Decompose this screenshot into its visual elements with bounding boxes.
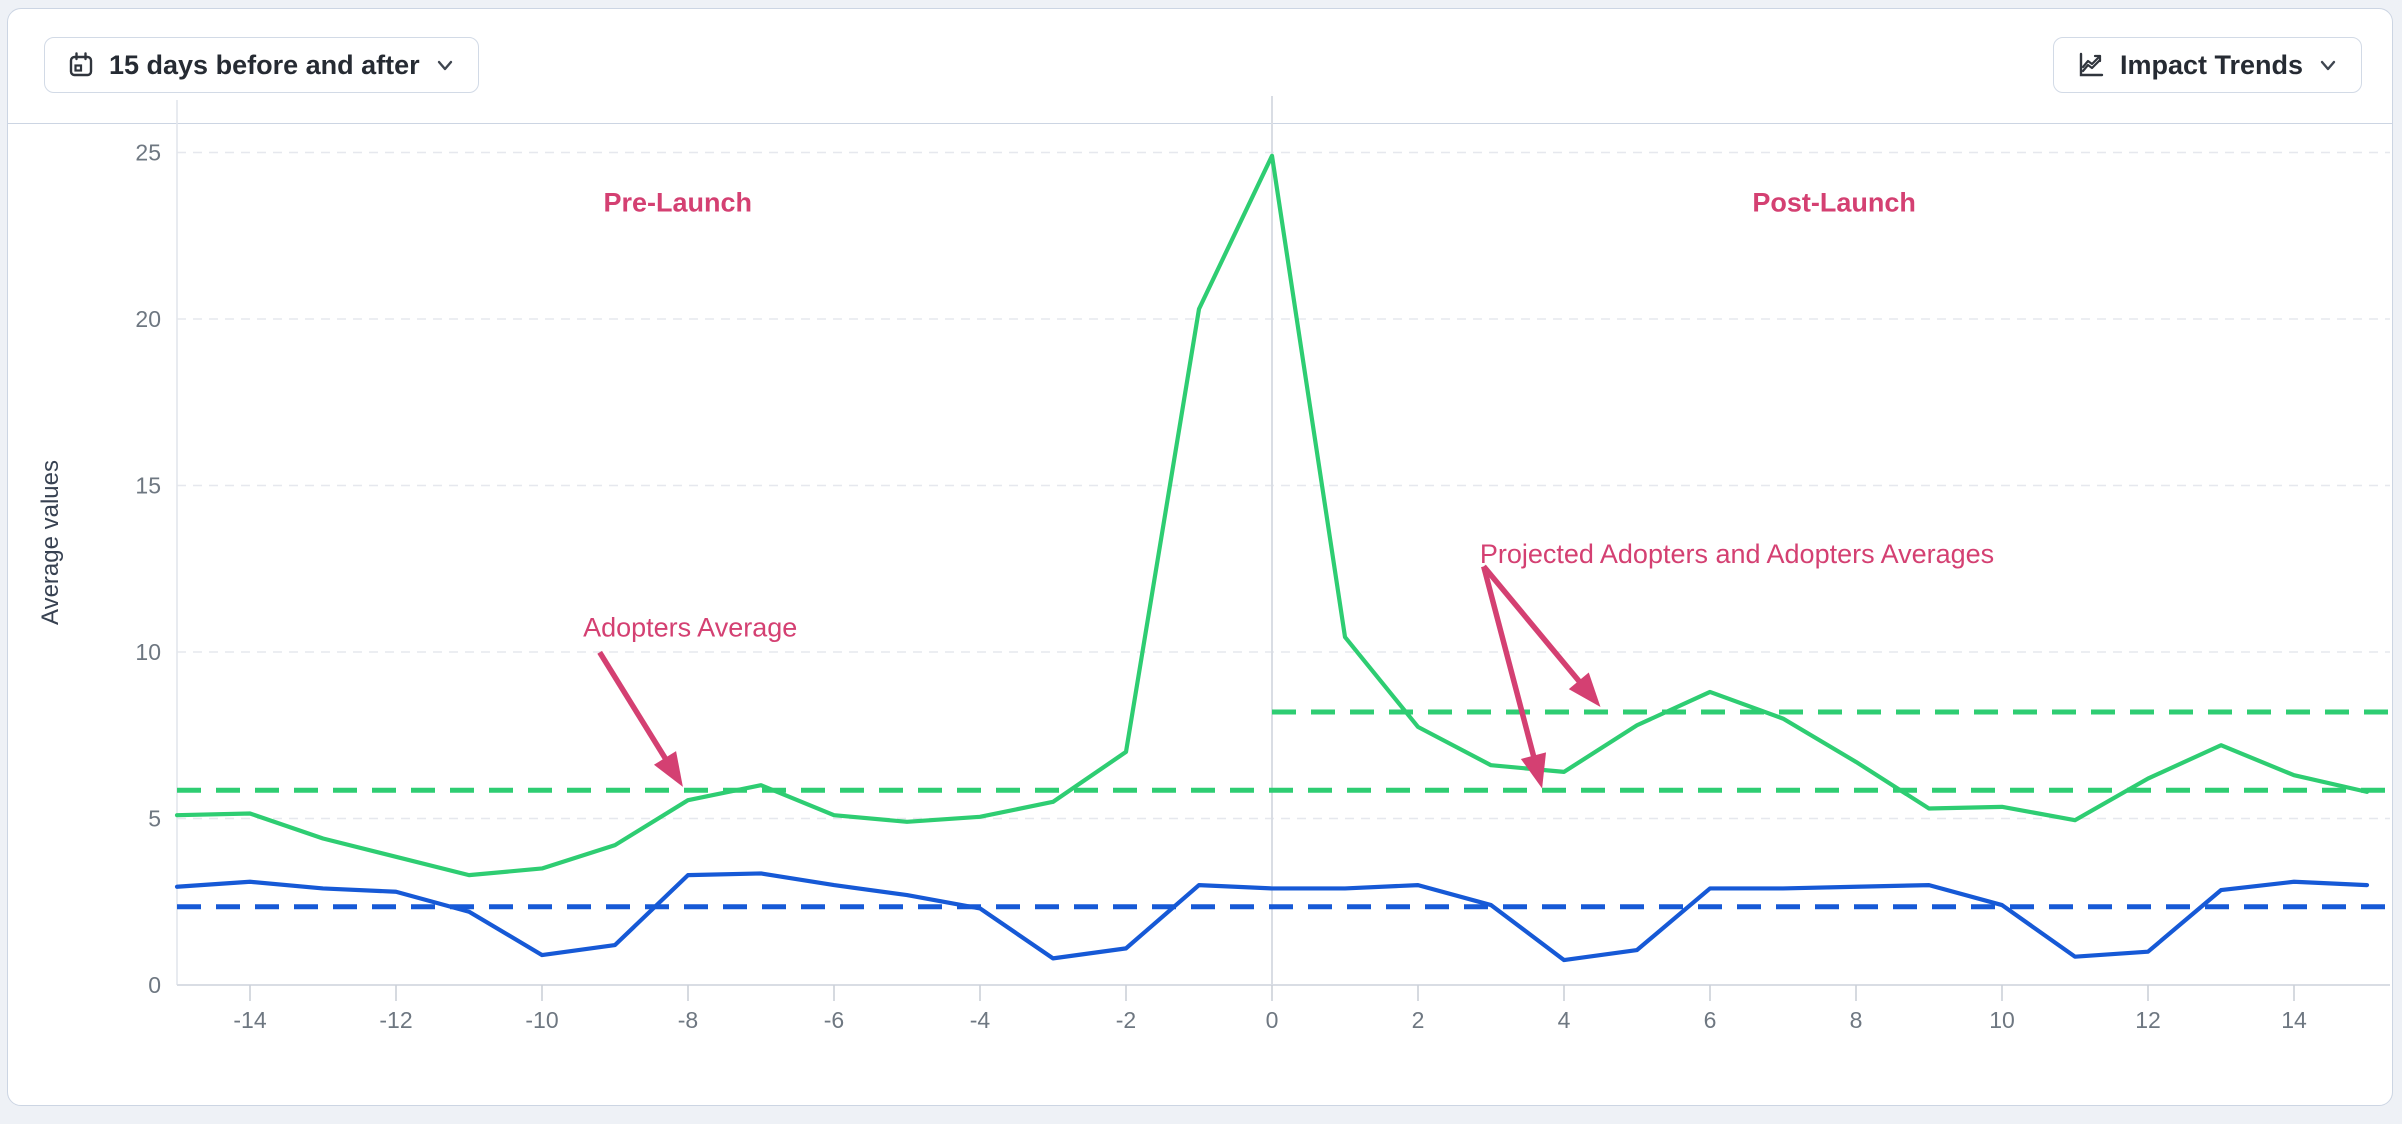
trends-label: Impact Trends (2119, 49, 2303, 80)
trends-dropdown[interactable]: Impact Trends (2052, 37, 2362, 93)
calendar-icon (67, 51, 95, 79)
x-tick-label: 6 (1704, 1007, 1717, 1033)
projected-averages-label-arrowhead-1 (1520, 752, 1547, 789)
x-tick-label: 0 (1266, 1007, 1279, 1033)
projected-averages-label-arrow-1 (1481, 565, 1538, 761)
date-range-dropdown[interactable]: 15 days before and after (44, 37, 479, 93)
adopters-average-label-arrow-0 (597, 650, 670, 763)
y-tick-label: 20 (135, 306, 161, 332)
x-tick-label: -2 (1116, 1007, 1136, 1033)
x-tick-label: 8 (1850, 1007, 1863, 1033)
post-launch-label: Post-Launch (1752, 187, 1916, 217)
y-axis-title: Average values (37, 460, 64, 625)
adopters-average-label-arrowhead-0 (653, 751, 683, 787)
x-tick-label: -4 (970, 1007, 991, 1033)
line-chart-icon (2076, 50, 2106, 80)
chevron-down-icon (434, 54, 456, 76)
x-tick-label: 14 (2281, 1007, 2307, 1033)
y-tick-label: 15 (135, 473, 161, 499)
projected-averages-label: Projected Adopters and Adopters Averages (1480, 539, 1994, 569)
comparison-line (174, 871, 2370, 963)
projected-averages-label-arrowhead-0 (1568, 672, 1601, 707)
x-tick-label: -14 (233, 1007, 266, 1033)
y-tick-label: 0 (148, 972, 161, 998)
projected-averages-label-arrow-0 (1481, 564, 1584, 686)
header-divider (8, 123, 2392, 124)
adopters-average-label: Adopters Average (583, 612, 797, 642)
x-tick-label: 10 (1989, 1007, 2015, 1033)
x-tick-label: 2 (1412, 1007, 1425, 1033)
main-panel: 15 days before and after Impact Trends (7, 8, 2393, 1106)
x-tick-label: -8 (678, 1007, 698, 1033)
x-tick-label: 4 (1558, 1007, 1571, 1033)
x-tick-label: 12 (2135, 1007, 2161, 1033)
x-tick-label: -10 (525, 1007, 558, 1033)
y-tick-label: 10 (135, 639, 161, 665)
y-tick-label: 5 (148, 806, 161, 832)
chevron-down-icon (2317, 54, 2339, 76)
x-tick-label: -12 (379, 1007, 412, 1033)
x-tick-label: -6 (824, 1007, 844, 1033)
date-range-label: 15 days before and after (109, 49, 420, 80)
adopters-line (174, 153, 2370, 878)
y-tick-label: 25 (135, 140, 161, 166)
pre-launch-label: Pre-Launch (604, 187, 753, 217)
